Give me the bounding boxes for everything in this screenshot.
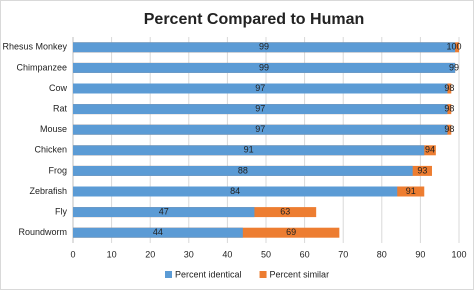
x-tick-label: 30	[184, 249, 194, 259]
legend-label: Percent similar	[270, 269, 330, 279]
value-label: 99	[259, 62, 269, 72]
bar-identical	[73, 145, 425, 156]
value-label: 98	[444, 124, 454, 134]
y-tick-label: Zebrafish	[29, 186, 67, 196]
x-tick-label: 60	[300, 249, 310, 259]
y-tick-label: Rhesus Monkey	[2, 42, 67, 52]
value-label: 88	[238, 165, 248, 175]
bar-identical	[73, 165, 413, 176]
value-label: 98	[444, 103, 454, 113]
value-label: 100	[446, 42, 461, 52]
value-label: 98	[444, 83, 454, 93]
value-label: 63	[280, 206, 290, 216]
y-tick-label: Chicken	[34, 145, 67, 155]
value-label: 99	[259, 42, 269, 52]
y-tick-label: Mouse	[40, 124, 67, 134]
x-tick-label: 40	[222, 249, 232, 259]
bar-identical	[73, 104, 448, 115]
x-tick-label: 100	[451, 249, 466, 259]
legend-swatch	[165, 271, 172, 278]
x-tick-label: 0	[70, 249, 75, 259]
legend-swatch	[259, 271, 267, 278]
y-tick-label: Fly	[55, 206, 67, 216]
value-label: 44	[153, 227, 163, 237]
value-label: 84	[230, 186, 240, 196]
x-tick-label: 10	[107, 249, 117, 259]
chart-title: Percent Compared to Human	[144, 11, 364, 28]
y-tick-label: Roundworm	[18, 227, 67, 237]
value-label: 97	[255, 103, 265, 113]
value-label: 69	[286, 227, 296, 237]
value-label: 99	[449, 62, 459, 72]
bar-identical	[73, 83, 448, 94]
value-label: 91	[406, 186, 416, 196]
bar-identical	[73, 207, 255, 218]
value-label: 97	[255, 83, 265, 93]
bar-identical	[73, 42, 456, 53]
bar-identical	[73, 186, 398, 197]
y-tick-label: Chimpanzee	[16, 62, 67, 72]
value-label: 93	[417, 165, 427, 175]
bar-identical	[73, 227, 243, 238]
x-tick-label: 80	[377, 249, 387, 259]
x-tick-label: 70	[338, 249, 348, 259]
bar-identical	[73, 124, 448, 135]
value-label: 97	[255, 124, 265, 134]
value-label: 47	[159, 206, 169, 216]
value-label: 91	[244, 145, 254, 155]
y-tick-label: Frog	[48, 165, 67, 175]
x-tick-label: 50	[261, 249, 271, 259]
bar-identical	[73, 62, 456, 73]
x-tick-label: 20	[145, 249, 155, 259]
legend-label: Percent identical	[175, 269, 242, 279]
x-tick-label: 90	[415, 249, 425, 259]
y-tick-label: Rat	[53, 103, 68, 113]
value-label: 94	[425, 145, 435, 155]
y-tick-label: Cow	[49, 83, 68, 93]
